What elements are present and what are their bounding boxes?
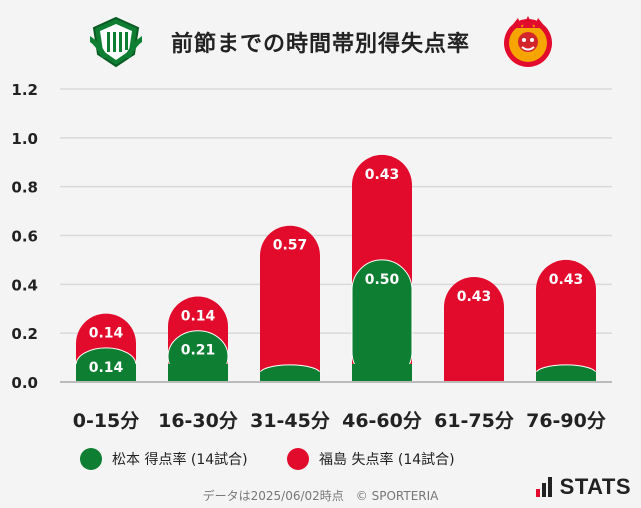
- data-label-red: 0.43: [549, 272, 584, 288]
- data-label-red: 0.14: [181, 309, 216, 325]
- x-category-label: 61-75分: [434, 410, 514, 432]
- header: 前節までの時間帯別得失点率: [0, 10, 641, 72]
- x-category-label: 16-30分: [158, 410, 238, 432]
- y-tick-label: 0.2: [11, 325, 38, 343]
- bar-green-base: [260, 371, 320, 382]
- legend-label-red: 福島 失点率 (14試合): [319, 452, 455, 468]
- data-label-red: 0.43: [457, 289, 492, 305]
- data-label-green: 0.14: [89, 360, 124, 376]
- bar-green-base: [168, 364, 228, 382]
- footer-credit: データは2025/06/02時点 © SPORTERIA: [202, 489, 439, 503]
- x-category-label: 0-15分: [73, 410, 140, 432]
- data-label-red: 0.14: [89, 326, 124, 342]
- y-tick-label: 1.0: [11, 130, 38, 148]
- legend-swatch-green: [80, 448, 102, 470]
- x-category-label: 46-60分: [342, 410, 422, 432]
- y-tick-label: 1.2: [11, 81, 38, 99]
- x-category-label: 31-45分: [250, 410, 330, 432]
- legend-item-red: 福島 失点率 (14試合): [287, 448, 455, 470]
- stats-brand-logo: STATS: [535, 474, 631, 500]
- data-label-red: 0.57: [273, 238, 308, 254]
- legend-swatch-red: [287, 448, 309, 470]
- y-tick-label: 0.4: [11, 276, 38, 294]
- data-label-red: 0.43: [365, 167, 400, 183]
- chart-title: 前節までの時間帯別得失点率: [170, 32, 470, 57]
- bar-green-base: [352, 364, 412, 382]
- data-label-green: 0.21: [181, 343, 216, 359]
- matsumoto-emblem-icon: [88, 14, 144, 74]
- legend-label-green: 松本 得点率 (14試合): [112, 452, 248, 468]
- legend: 松本 得点率 (14試合) 福島 失点率 (14試合): [0, 448, 641, 474]
- data-label-green: 0.50: [365, 272, 400, 288]
- y-tick-label: 0.6: [11, 228, 38, 246]
- bar-green-base: [536, 371, 596, 382]
- y-tick-label: 0.8: [11, 179, 38, 197]
- brand-text: STATS: [559, 474, 631, 499]
- bar-green-base: [76, 364, 136, 382]
- bar-red-base: [444, 352, 504, 382]
- bar-red: [260, 225, 320, 382]
- y-tick-label: 0.0: [11, 374, 38, 392]
- legend-item-green: 松本 得点率 (14試合): [80, 448, 248, 470]
- x-category-label: 76-90分: [526, 410, 606, 432]
- fukushima-emblem-icon: [500, 14, 556, 74]
- bar-red: [536, 259, 596, 382]
- stats-bars-icon: [535, 477, 554, 497]
